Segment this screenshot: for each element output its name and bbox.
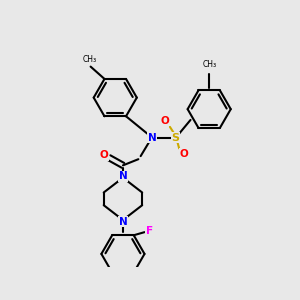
Text: N: N [118,171,127,181]
Text: S: S [171,133,179,142]
Text: CH₃: CH₃ [202,60,216,69]
Text: CH₃: CH₃ [83,55,97,64]
Text: O: O [161,116,170,126]
Text: O: O [179,149,188,159]
Text: O: O [99,150,108,160]
Text: N: N [148,133,157,142]
Text: F: F [146,226,153,236]
Text: N: N [118,217,127,226]
